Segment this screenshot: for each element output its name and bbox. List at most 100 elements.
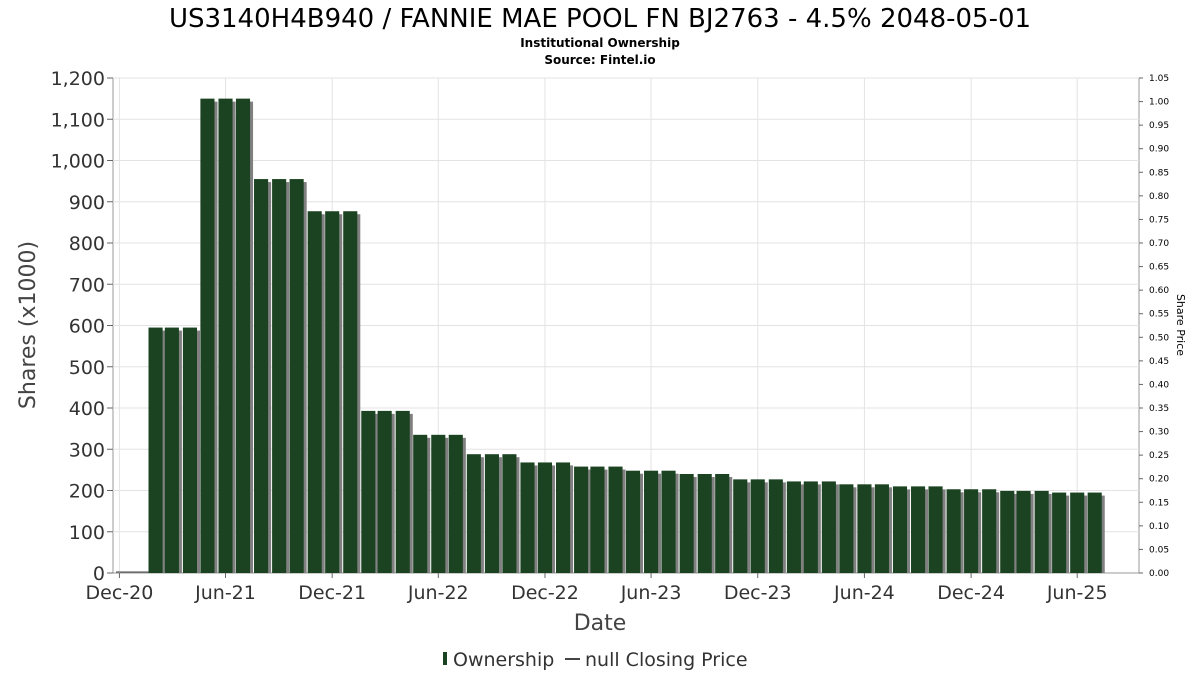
legend-ownership-label: Ownership (453, 649, 554, 671)
y2-tick-label: 1.05 (1149, 74, 1169, 84)
legend-price-label: null Closing Price (585, 649, 748, 671)
x-axis-label: Date (574, 611, 627, 636)
ownership-bar (590, 466, 605, 573)
y-tick-label: 800 (69, 233, 105, 255)
ownership-bar (235, 98, 251, 573)
ownership-bar (911, 486, 926, 573)
chart-subtitle-2: Source: Fintel.io (544, 53, 655, 67)
y2-tick-label: 0.80 (1149, 192, 1169, 202)
ownership-bar (272, 179, 287, 573)
y-tick-label: 700 (69, 274, 105, 296)
ownership-bar (768, 479, 783, 573)
ownership-bar (431, 434, 446, 573)
ownership-bar (982, 489, 997, 573)
y-tick-label: 400 (69, 398, 105, 420)
y-tick-label: 100 (69, 522, 105, 544)
y2-tick-label: 0.75 (1149, 215, 1169, 225)
y-tick-label: 0 (93, 563, 105, 585)
ownership-bar (803, 481, 818, 573)
x-tick-label: Dec-21 (298, 582, 366, 604)
y2-tick-label: 0.40 (1149, 380, 1169, 390)
ownership-bar (857, 484, 872, 573)
ownership-bar (1016, 490, 1031, 573)
y-tick-label: 900 (69, 192, 105, 214)
ownership-bar (148, 327, 163, 573)
y-tick-label: 600 (69, 316, 105, 338)
ownership-bar (821, 481, 836, 573)
legend-ownership-swatch (443, 652, 447, 665)
ownership-bar (466, 454, 481, 573)
ownership-bar (892, 486, 908, 573)
y-tick-label: 300 (69, 439, 105, 461)
ownership-bar (200, 98, 215, 573)
x-tick-label: Dec-22 (511, 582, 579, 604)
ownership-bar (361, 410, 376, 573)
ownership-bar (343, 211, 358, 574)
y-tick-label: 1,200 (51, 68, 105, 90)
y2-tick-label: 0.65 (1149, 263, 1169, 273)
ownership-bar (697, 474, 712, 573)
ownership-bar (1070, 492, 1085, 573)
y2-tick-label: 0.90 (1149, 145, 1169, 155)
y2-tick-label: 0.15 (1149, 498, 1169, 508)
ownership-bar (964, 489, 979, 573)
y2-tick-label: 0.45 (1149, 357, 1169, 367)
x-tick-label: Jun-21 (194, 582, 256, 604)
chart-title: US3140H4B940 / FANNIE MAE POOL FN BJ2763… (169, 4, 1031, 34)
ownership-bar (182, 327, 197, 573)
ownership-bar (164, 327, 179, 573)
y-tick-label: 1,000 (51, 151, 105, 173)
ownership-bar (502, 454, 517, 573)
y2-tick-label: 0.05 (1149, 545, 1169, 555)
y2-tick-label: 0.35 (1149, 404, 1169, 414)
ownership-bar (679, 474, 694, 573)
ownership-bar (448, 434, 463, 573)
y2-tick-label: 0.25 (1149, 451, 1169, 461)
y2-tick-label: 0.50 (1149, 333, 1169, 343)
ownership-bar (1087, 492, 1102, 573)
ownership-bar (218, 98, 233, 573)
ownership-bar (520, 462, 535, 573)
ownership-bar (254, 179, 269, 573)
y2-tick-label: 0.55 (1149, 310, 1169, 320)
ownership-bar (413, 434, 428, 573)
ownership-bar (839, 484, 854, 573)
ownership-bar (644, 470, 659, 573)
y2-tick-label: 0.60 (1149, 286, 1169, 296)
ownership-bar (661, 470, 676, 573)
ownership-bar (574, 466, 589, 573)
y2-tick-label: 0.20 (1149, 475, 1169, 485)
ownership-bar (1034, 490, 1049, 573)
y2-tick-label: 0.30 (1149, 428, 1169, 438)
ownership-bar (1052, 492, 1067, 573)
x-axis: Dec-20 Jun-21 Dec-21 Jun-22 Dec-22 Jun-23 Dec-… (86, 573, 1108, 604)
x-tick-label: Jun-22 (407, 582, 469, 604)
ownership-bar (555, 462, 571, 573)
x-tick-label: Dec-24 (937, 582, 1005, 604)
x-tick-label: Jun-23 (620, 582, 682, 604)
left-axis: 0 100 200 300 400 500 600 700 800 900 1,000 1,100 1,… (51, 68, 113, 585)
ownership-bar (715, 474, 730, 573)
ownership-bar (874, 484, 889, 573)
y2-axis-label: Share Price (1174, 294, 1187, 356)
ownership-bar (377, 410, 392, 573)
y-tick-label: 1,100 (51, 109, 105, 131)
chart-subtitle-1: Institutional Ownership (520, 36, 680, 50)
ownership-bar (537, 462, 553, 573)
ownership-bar (750, 479, 765, 573)
ownership-bar (325, 211, 340, 574)
bars (116, 98, 1105, 574)
ownership-bar (307, 211, 322, 574)
ownership-bar (484, 454, 499, 573)
ownership-bar (786, 481, 801, 573)
x-tick-label: Jun-25 (1046, 582, 1108, 604)
ownership-bar (608, 466, 623, 573)
legend: Ownership null Closing Price (443, 649, 748, 671)
ownership-bar (1000, 490, 1015, 573)
ownership-bar (946, 489, 961, 573)
ownership-bar (289, 179, 304, 573)
y2-tick-label: 0.00 (1149, 569, 1169, 579)
y2-tick-label: 1.00 (1149, 98, 1169, 108)
ownership-bar (733, 479, 748, 573)
